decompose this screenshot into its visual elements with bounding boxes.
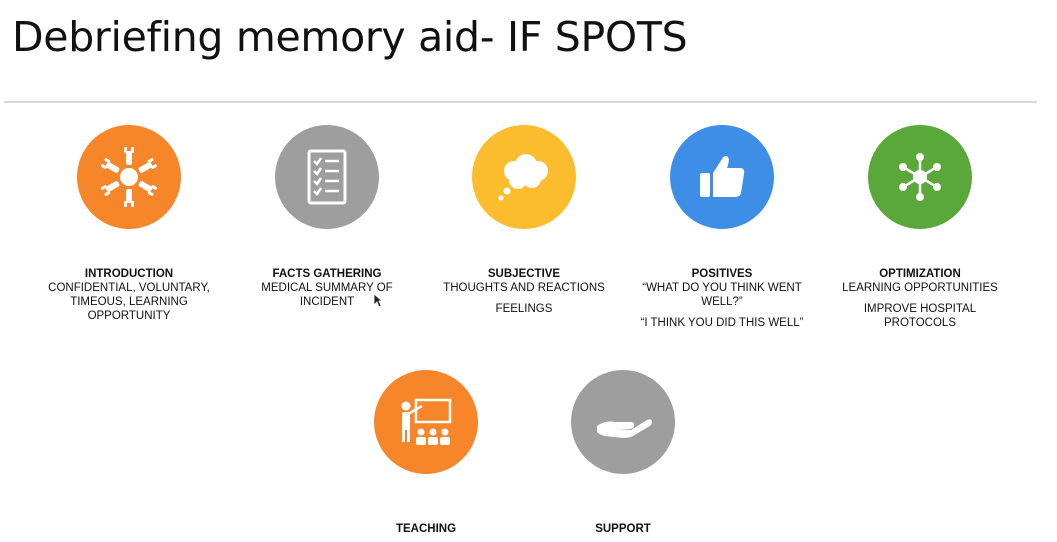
item-heading: OPTIMIZATION — [879, 268, 961, 280]
item-description-secondary: FEELINGS — [434, 302, 614, 316]
description-line: TIMEOUS, LEARNING — [70, 296, 188, 308]
positives-item: POSITIVES “WHAT DO YOU THINK WENT WELL?”… — [632, 125, 812, 330]
item-heading: TEACHING — [395, 523, 457, 535]
description-line: “I THINK YOU DID THIS WELL” — [640, 317, 804, 329]
item-description: LEARNING OPPORTUNITIES — [830, 281, 1010, 295]
hands-together-icon — [77, 125, 181, 229]
optimization-item: OPTIMIZATION LEARNING OPPORTUNITIES IMPR… — [830, 125, 1010, 330]
subjective-item: SUBJECTIVE THOUGHTS AND REACTIONS FEELIN… — [434, 125, 614, 316]
item-description: THOUGHTS AND REACTIONS — [434, 281, 614, 295]
thought-bubble-icon — [472, 125, 576, 229]
description-line: MEDICAL SUMMARY OF — [261, 282, 393, 294]
description-line: PROTOCOLS — [884, 317, 956, 329]
description-line: THOUGHTS AND REACTIONS — [443, 282, 605, 294]
teacher-presentation-icon — [374, 370, 478, 474]
item-description: MEDICAL SUMMARY OF INCIDENT — [237, 281, 417, 309]
item-description-secondary: IMPROVE HOSPITAL PROTOCOLS — [830, 302, 1010, 330]
network-hub-icon — [868, 125, 972, 229]
support-item: SUPPORT — [533, 370, 713, 536]
description-line: CONFIDENTIAL, VOLUNTARY, — [48, 282, 210, 294]
description-line: FEELINGS — [495, 303, 553, 315]
description-line: “WHAT DO YOU THINK WENT — [642, 282, 802, 294]
teaching-item: TEACHING — [336, 370, 516, 536]
facts-gathering-item: FACTS GATHERING MEDICAL SUMMARY OF INCID… — [237, 125, 417, 309]
open-hand-icon — [571, 370, 675, 474]
thumbs-up-icon — [670, 125, 774, 229]
mouse-cursor-icon — [373, 293, 383, 308]
slide-title: Debriefing memory aid- IF SPOTS — [12, 13, 688, 61]
description-line: INCIDENT — [299, 296, 355, 308]
item-heading: SUPPORT — [595, 523, 651, 535]
item-description: CONFIDENTIAL, VOLUNTARY, TIMEOUS, LEARNI… — [39, 281, 219, 323]
description-line: IMPROVE HOSPITAL — [863, 303, 977, 315]
introduction-item: INTRODUCTION CONFIDENTIAL, VOLUNTARY, TI… — [39, 125, 219, 323]
item-heading: SUBJECTIVE — [487, 268, 561, 280]
item-heading: POSITIVES — [691, 268, 753, 280]
description-line: OPPORTUNITY — [87, 310, 171, 322]
item-description-secondary: “I THINK YOU DID THIS WELL” — [632, 316, 812, 330]
description-line: WELL?” — [701, 296, 743, 308]
checklist-icon — [275, 125, 379, 229]
description-line: LEARNING OPPORTUNITIES — [842, 282, 998, 294]
item-description: “WHAT DO YOU THINK WENT WELL?” — [632, 281, 812, 309]
item-heading: INTRODUCTION — [84, 268, 174, 280]
item-heading: FACTS GATHERING — [272, 268, 382, 280]
title-divider — [4, 101, 1037, 103]
